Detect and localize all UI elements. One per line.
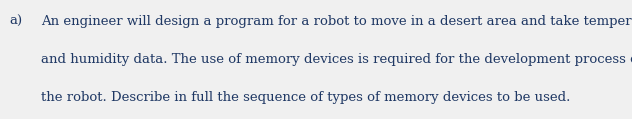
Text: a): a) <box>9 15 23 28</box>
Text: the robot. Describe in full the sequence of types of memory devices to be used.: the robot. Describe in full the sequence… <box>41 91 571 104</box>
Text: An engineer will design a program for a robot to move in a desert area and take : An engineer will design a program for a … <box>41 15 632 28</box>
Text: and humidity data. The use of memory devices is required for the development pro: and humidity data. The use of memory dev… <box>41 53 632 66</box>
